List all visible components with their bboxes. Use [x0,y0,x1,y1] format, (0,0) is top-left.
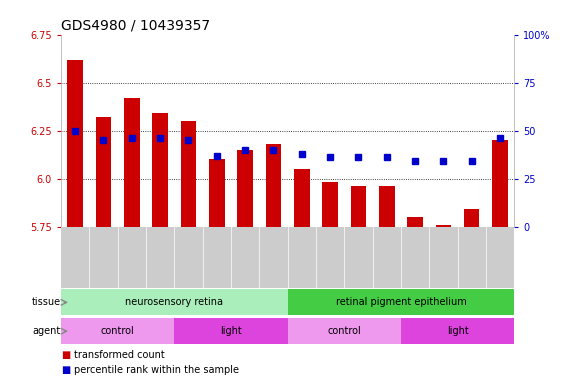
Bar [237,150,253,227]
Bar [492,140,508,227]
Text: retinal pigment epithelium: retinal pigment epithelium [335,297,467,308]
Text: control: control [327,326,361,336]
Bar [407,217,423,227]
Bar [294,169,310,227]
Bar [288,318,401,344]
Text: light: light [220,326,242,336]
Bar [174,318,288,344]
Text: tissue: tissue [32,297,61,308]
Bar [464,209,479,227]
Bar [266,144,281,227]
Bar [436,225,451,227]
Text: ■: ■ [61,366,70,376]
Text: agent: agent [33,326,61,336]
Bar [401,318,514,344]
Bar [181,121,196,227]
Bar [61,318,174,344]
Bar [288,290,514,315]
Bar [96,117,112,227]
Bar [322,182,338,227]
Bar [350,186,366,227]
Bar [379,186,394,227]
Bar [152,113,168,227]
Text: neurosensory retina: neurosensory retina [125,297,223,308]
Text: GDS4980 / 10439357: GDS4980 / 10439357 [61,18,210,32]
Text: control: control [101,326,135,336]
Text: percentile rank within the sample: percentile rank within the sample [74,366,239,376]
Text: light: light [447,326,468,336]
Bar [124,98,139,227]
Bar [67,60,83,227]
Text: transformed count: transformed count [74,350,164,360]
Bar [209,159,225,227]
Bar [61,290,288,315]
Text: ■: ■ [61,350,70,360]
